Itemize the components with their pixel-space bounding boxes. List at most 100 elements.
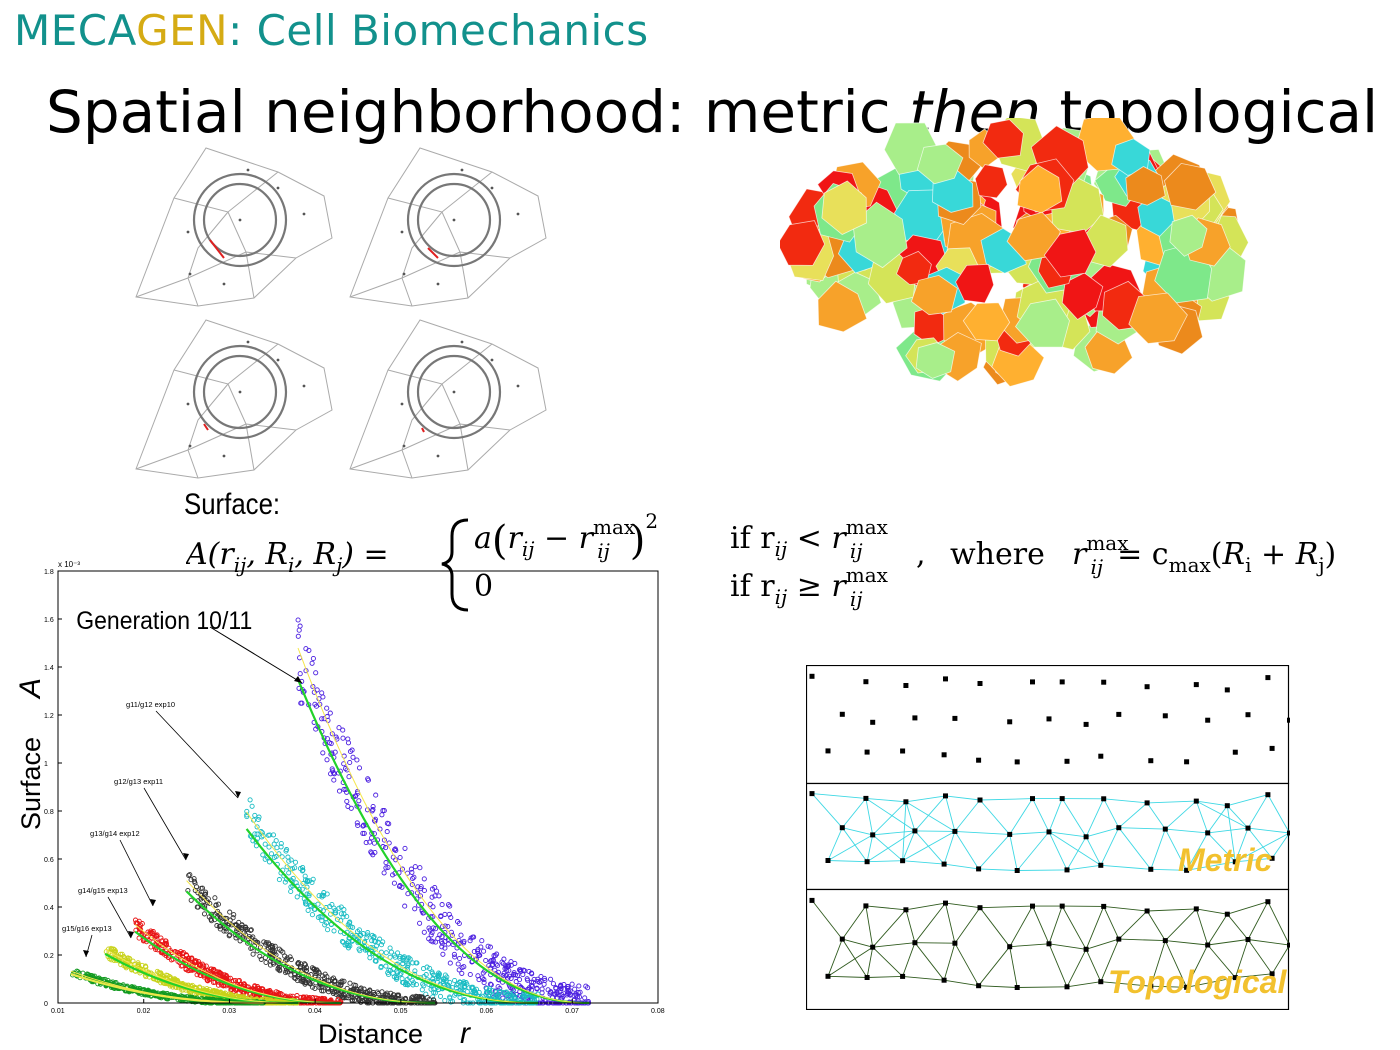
data-point bbox=[512, 995, 518, 1002]
data-point bbox=[286, 858, 292, 864]
data-point bbox=[229, 922, 235, 928]
main-annotation-arrow bbox=[209, 626, 303, 684]
data-point bbox=[247, 797, 253, 803]
data-point bbox=[467, 971, 473, 978]
cell-center bbox=[402, 272, 406, 276]
neighbor-edge bbox=[1085, 949, 1102, 982]
neighbor-edge bbox=[945, 902, 956, 944]
data-point bbox=[341, 786, 347, 792]
neighbor-edge bbox=[1103, 905, 1148, 912]
neighbor-edge bbox=[979, 907, 1011, 947]
chart-frame bbox=[57, 570, 659, 1004]
neighbor-edge bbox=[902, 801, 907, 861]
data-point bbox=[336, 788, 343, 794]
data-point bbox=[404, 967, 410, 973]
neighbor-edge bbox=[1196, 800, 1228, 807]
data-point bbox=[323, 905, 329, 911]
voronoi-panel bbox=[135, 147, 333, 307]
grid-point bbox=[1162, 938, 1168, 944]
data-point bbox=[230, 978, 236, 984]
data-point bbox=[503, 972, 509, 979]
data-point bbox=[457, 955, 463, 962]
data-point bbox=[582, 995, 588, 1001]
grid-point bbox=[900, 858, 906, 864]
neighbor-edge bbox=[1271, 832, 1290, 859]
data-point bbox=[554, 989, 560, 995]
neighbor-edge bbox=[902, 942, 916, 977]
grid-point bbox=[825, 748, 831, 754]
grid-point bbox=[809, 897, 815, 903]
data-point bbox=[262, 856, 268, 862]
data-point bbox=[487, 944, 493, 950]
data-point bbox=[481, 980, 487, 986]
data-point bbox=[402, 903, 408, 909]
data-point bbox=[347, 980, 353, 986]
data-point bbox=[265, 945, 272, 951]
data-point bbox=[386, 821, 392, 827]
grid-point bbox=[943, 793, 948, 799]
data-point bbox=[428, 932, 434, 938]
neighbor-edge bbox=[1061, 905, 1087, 950]
chart-annotation-main: Generation 10/11 bbox=[76, 607, 252, 635]
data-point bbox=[387, 945, 393, 951]
cell-center bbox=[460, 168, 464, 172]
data-point bbox=[341, 907, 347, 913]
data-point bbox=[139, 962, 145, 968]
annotation-arrow bbox=[143, 787, 187, 861]
neighbor-edge bbox=[1009, 831, 1050, 835]
data-point bbox=[439, 944, 445, 950]
neighbor-edge bbox=[1009, 946, 1018, 988]
neighbor-edge bbox=[945, 902, 981, 909]
cell-center bbox=[188, 444, 192, 448]
data-point bbox=[299, 868, 305, 874]
grid-point bbox=[903, 799, 909, 805]
data-point bbox=[262, 841, 268, 847]
neighbor-edge bbox=[1207, 944, 1236, 978]
data-point bbox=[371, 818, 378, 824]
data-point bbox=[388, 949, 394, 955]
data-point bbox=[189, 955, 195, 961]
radius-circle-outer bbox=[406, 172, 502, 268]
cell-center bbox=[222, 282, 226, 286]
grid-panel-section bbox=[806, 888, 1290, 1010]
neighbor-edge bbox=[954, 942, 979, 986]
neighbor-edge bbox=[1235, 973, 1273, 979]
series-label: g11/g12 exp10 bbox=[126, 700, 175, 709]
grid-point bbox=[1269, 971, 1275, 977]
data-point bbox=[499, 959, 505, 965]
neighbor-edge bbox=[872, 909, 907, 948]
grid-point bbox=[1083, 721, 1089, 727]
data-point bbox=[452, 954, 458, 960]
data-point bbox=[212, 895, 218, 901]
grid-point bbox=[912, 715, 918, 721]
data-point bbox=[254, 831, 260, 837]
data-point bbox=[327, 710, 333, 716]
data-point bbox=[344, 913, 350, 920]
data-point bbox=[223, 928, 229, 934]
y-tick-label: 0.2 bbox=[44, 953, 54, 960]
data-point bbox=[277, 967, 283, 973]
data-point bbox=[284, 847, 290, 853]
arrow-head bbox=[83, 950, 89, 957]
neighbor-edge bbox=[914, 902, 946, 943]
grid-point bbox=[839, 825, 845, 831]
data-point bbox=[433, 926, 439, 932]
voronoi-edge bbox=[401, 449, 413, 479]
data-point bbox=[381, 837, 387, 843]
cell-center bbox=[436, 454, 440, 458]
data-point bbox=[299, 886, 305, 892]
data-point bbox=[495, 992, 501, 998]
data-point bbox=[249, 803, 255, 809]
radius-circle-outer bbox=[192, 172, 288, 268]
grid-point bbox=[900, 748, 906, 754]
grid-point bbox=[1046, 941, 1052, 947]
data-point bbox=[365, 930, 371, 936]
neighbor-edge bbox=[1147, 908, 1197, 912]
neighbor-edge bbox=[1186, 977, 1236, 988]
data-point bbox=[327, 740, 333, 746]
formula-cond1: if rij < rmax ij bbox=[730, 515, 889, 563]
data-point bbox=[310, 684, 316, 690]
grid-point bbox=[1224, 803, 1230, 809]
x-tick-label: 0.06 bbox=[480, 1008, 494, 1015]
data-point bbox=[332, 978, 338, 984]
